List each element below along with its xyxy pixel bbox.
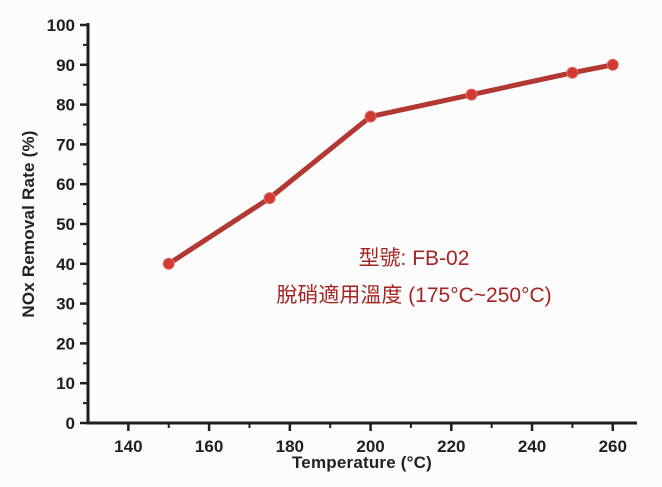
y-axis-tick-label: 30 bbox=[56, 295, 75, 314]
data-point bbox=[606, 58, 619, 71]
annotation-temperature-range: 脫硝適用溫度 (175°C~250°C) bbox=[276, 284, 552, 307]
x-axis-tick-label: 160 bbox=[195, 437, 223, 456]
x-axis-tick-label: 220 bbox=[437, 437, 465, 456]
x-axis-tick-label: 140 bbox=[114, 437, 142, 456]
y-axis-tick-label: 100 bbox=[47, 16, 75, 35]
x-axis-tick-label: 200 bbox=[356, 437, 384, 456]
y-axis-tick-label: 90 bbox=[56, 56, 75, 75]
y-axis-tick-label: 20 bbox=[56, 334, 75, 353]
chart-annotation: 型號: FB-02 脫硝適用溫度 (175°C~250°C) bbox=[238, 240, 590, 314]
data-point bbox=[162, 257, 175, 270]
y-axis-tick-label: 70 bbox=[56, 135, 75, 154]
x-axis-title: Temperature (°C) bbox=[291, 453, 433, 472]
y-axis-tick-label: 10 bbox=[56, 374, 75, 393]
y-axis-tick-label: 60 bbox=[56, 175, 75, 194]
series-line bbox=[166, 62, 616, 267]
y-axis-title: NOx Removal Rate (%) bbox=[19, 130, 38, 318]
x-axis-tick-label: 240 bbox=[518, 437, 546, 456]
y-axis-tick-label: 50 bbox=[56, 215, 75, 234]
x-axis-tick-label: 180 bbox=[276, 437, 304, 456]
data-point bbox=[566, 66, 579, 79]
data-point bbox=[465, 88, 478, 101]
x-axis-tick-label: 260 bbox=[599, 437, 627, 456]
y-axis-tick-label: 0 bbox=[66, 414, 75, 433]
data-point bbox=[263, 192, 276, 205]
data-point bbox=[364, 110, 377, 123]
y-axis-tick-label: 80 bbox=[56, 96, 75, 115]
annotation-model-number: 型號: FB-02 bbox=[358, 247, 470, 270]
y-axis-tick-label: 40 bbox=[56, 255, 75, 274]
